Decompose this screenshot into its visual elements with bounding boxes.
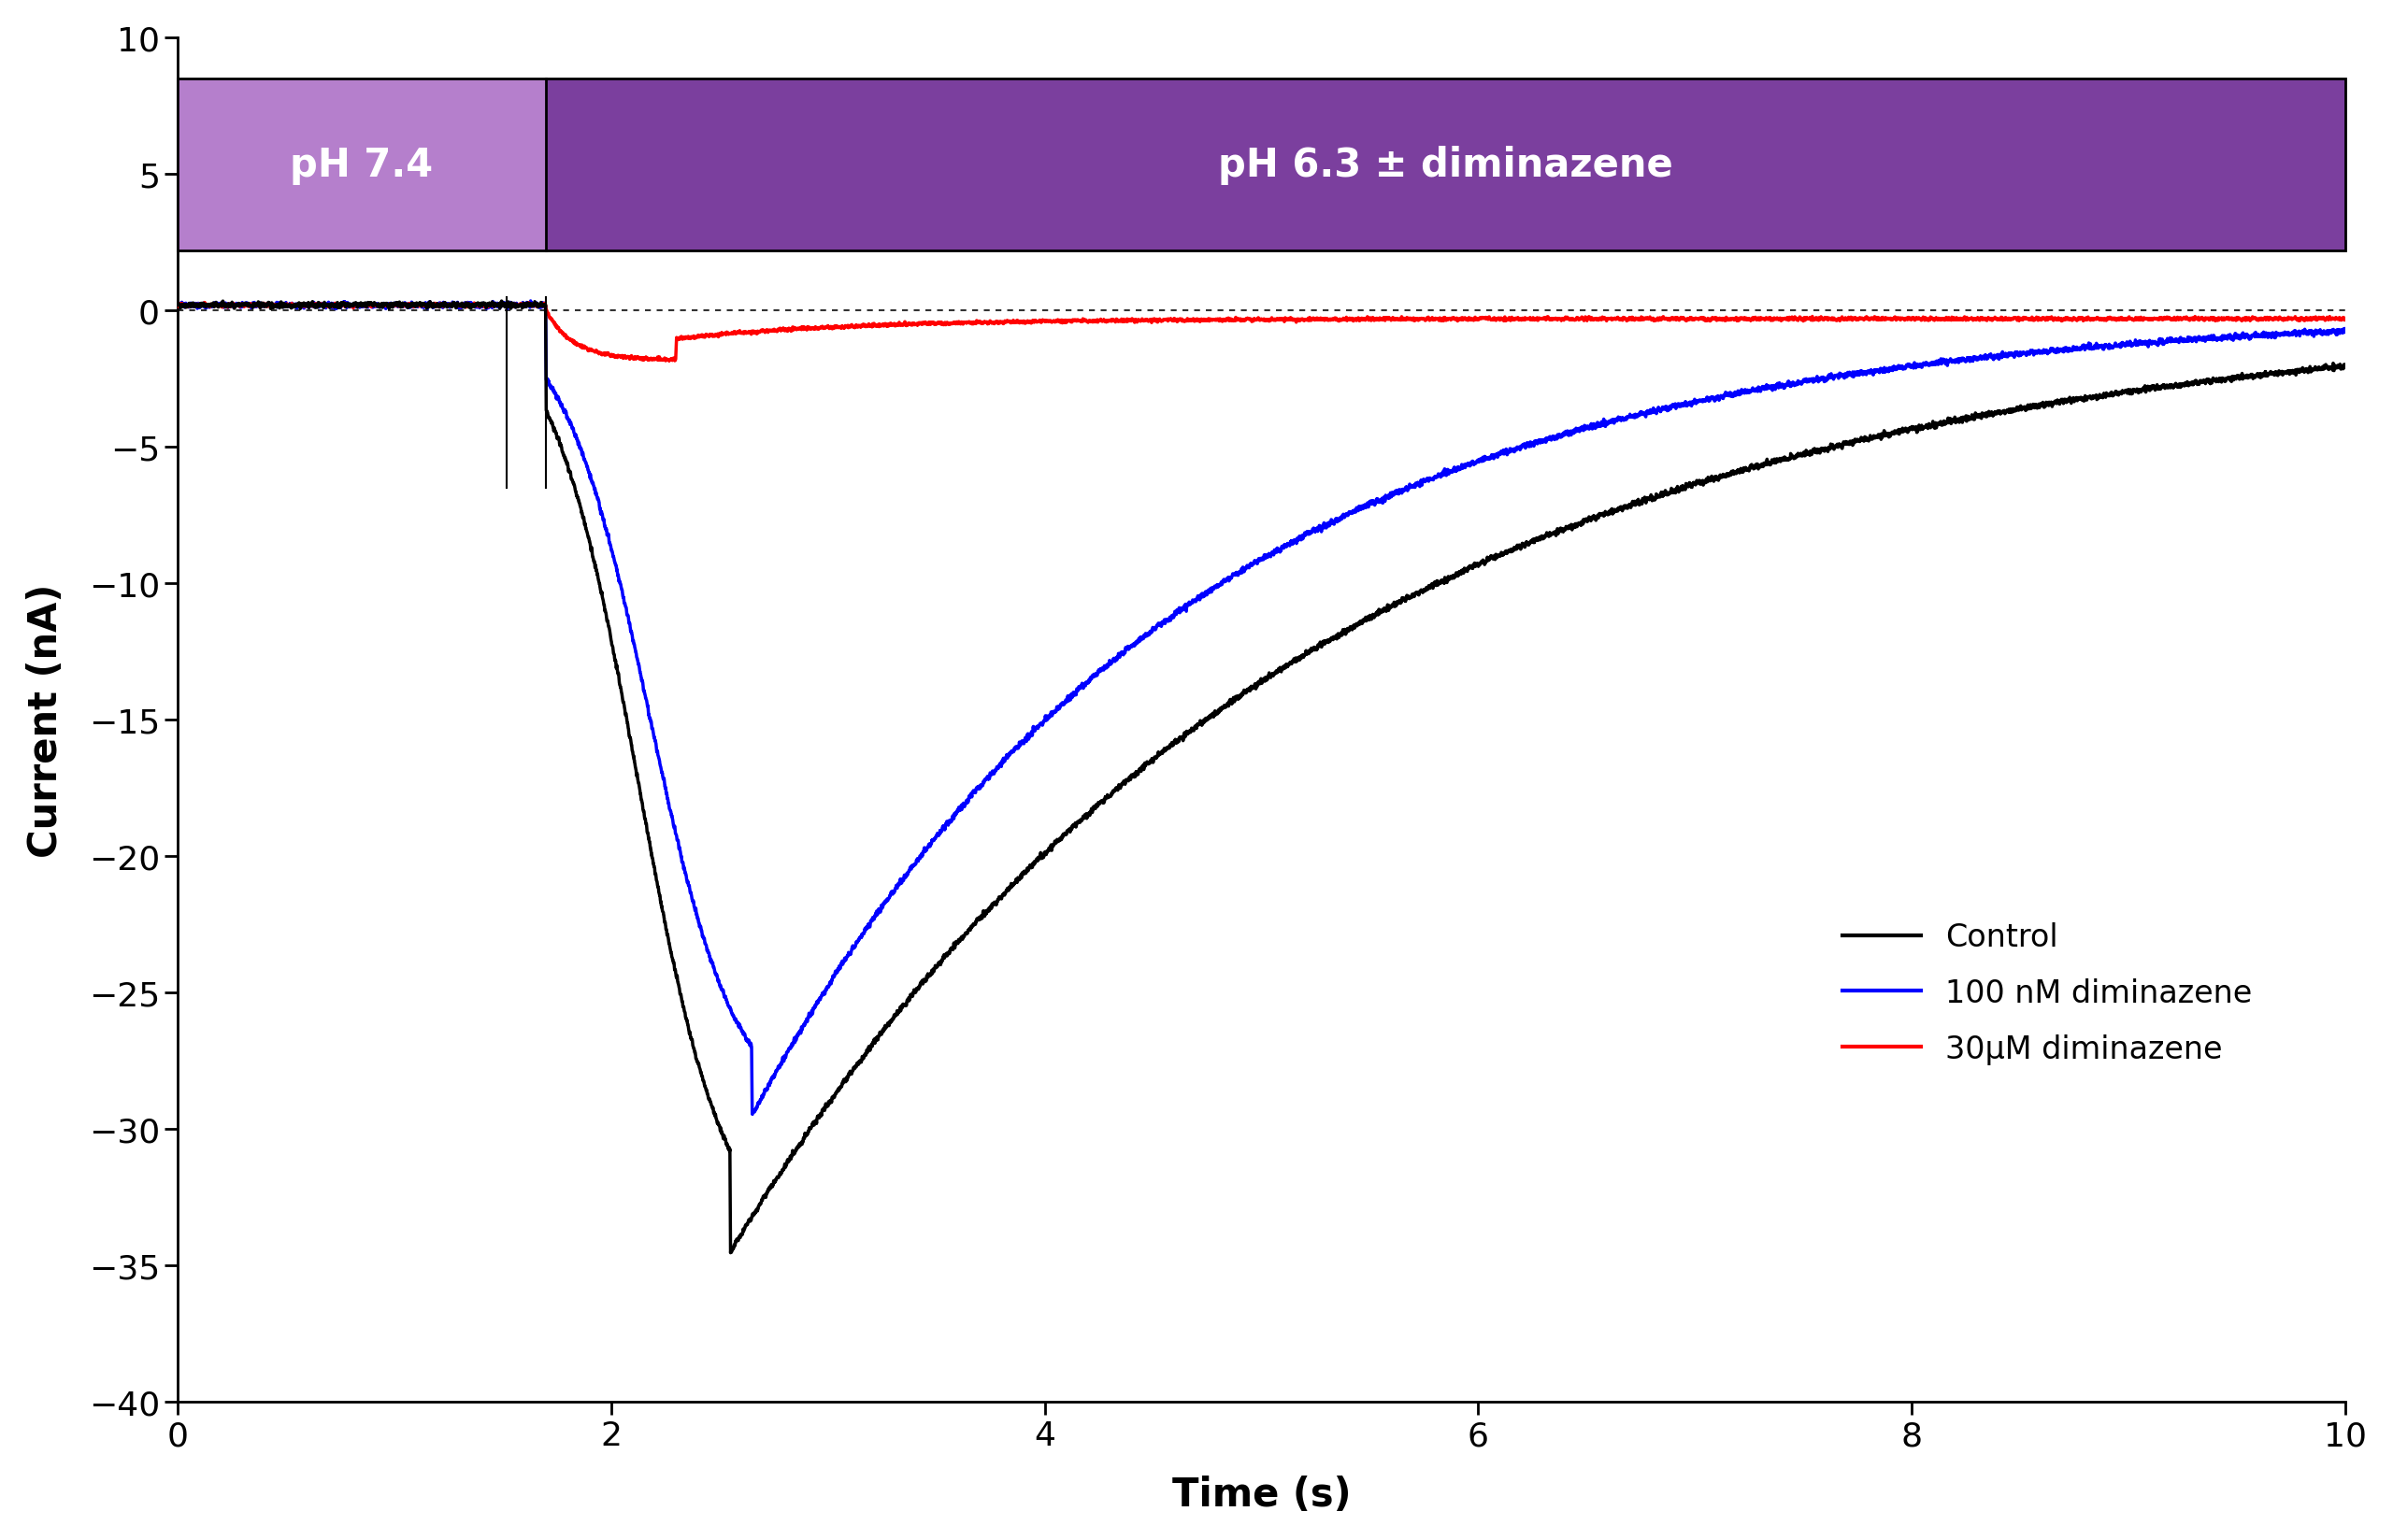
Control [2331,356,2359,374]
Line: Control: Control [177,302,2345,1254]
Control [292,297,321,316]
30μM diminazene [589,345,617,363]
Control [254,296,282,314]
Bar [177,80,2345,251]
Line: 100 nM diminazene: 100 nM diminazene [177,302,2345,1115]
Y-axis label: Current (nA): Current (nA) [26,584,65,858]
30μM diminazene [2216,310,2245,328]
100 nM diminazene [589,508,617,527]
100 nM diminazene [2331,323,2359,342]
Control [589,590,617,608]
Text: pH 6.3 ± diminazene: pH 6.3 ± diminazene [1218,146,1673,185]
30μM diminazene [2331,311,2359,330]
Control [172,299,201,317]
30μM diminazene [172,297,201,316]
30μM diminazene [254,297,282,316]
100 nM diminazene [172,297,201,316]
100 nM diminazene [737,1106,766,1124]
100 nM diminazene [163,297,191,316]
Control [716,1244,744,1263]
Control [488,293,517,311]
Text: pH 7.4: pH 7.4 [290,146,433,185]
30μM diminazene [1223,311,1252,330]
Control [163,296,191,314]
30μM diminazene [292,297,321,316]
100 nM diminazene [254,297,282,316]
Bar [177,80,546,251]
100 nM diminazene [292,296,321,314]
Control [2216,370,2245,388]
30μM diminazene [163,296,191,314]
30μM diminazene [651,353,680,371]
Control [1223,690,1252,708]
Line: 30μM diminazene: 30μM diminazene [177,303,2345,362]
Bar [546,80,2345,251]
X-axis label: Time (s): Time (s) [1173,1475,1352,1514]
Legend: Control, 100 nM diminazene, 30μM diminazene: Control, 100 nM diminazene, 30μM diminaz… [1831,910,2264,1076]
100 nM diminazene [517,293,546,311]
30μM diminazene [189,294,218,313]
100 nM diminazene [2216,331,2245,350]
100 nM diminazene [1223,567,1252,585]
